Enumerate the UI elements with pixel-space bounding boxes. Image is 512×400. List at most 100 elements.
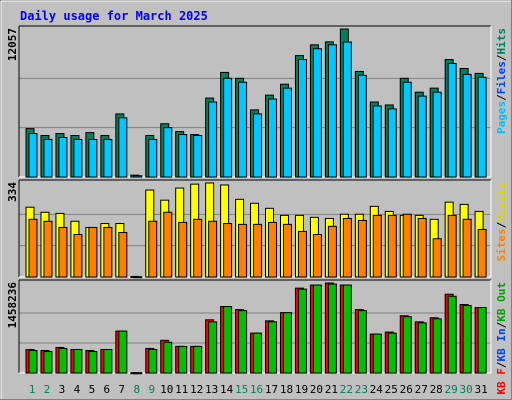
bar — [477, 228, 487, 278]
bar — [282, 223, 292, 278]
bar — [357, 310, 367, 374]
bar — [357, 219, 367, 278]
x-tick-label: 7 — [119, 383, 126, 396]
bar — [148, 220, 158, 278]
bar — [88, 226, 98, 278]
legend-entry: Hits — [495, 28, 508, 55]
x-tick-label: 31 — [474, 383, 487, 396]
bar — [312, 284, 322, 374]
bar — [193, 135, 203, 178]
bar — [402, 316, 412, 374]
bar — [253, 113, 263, 178]
bar — [58, 136, 68, 178]
bar — [372, 214, 382, 278]
bar — [43, 220, 53, 278]
bar — [73, 234, 83, 278]
bar — [477, 307, 487, 374]
y-tick-label: 334 — [6, 182, 19, 202]
bar — [387, 108, 397, 178]
x-tick-label: 26 — [400, 383, 413, 396]
bar — [268, 321, 278, 374]
bar — [312, 48, 322, 178]
bar — [432, 318, 442, 374]
x-tick-label: 4 — [74, 383, 81, 396]
x-tick-label: 1 — [29, 383, 36, 396]
bar — [178, 345, 188, 374]
legend-separator: / — [495, 221, 508, 228]
x-tick-label: 25 — [385, 383, 398, 396]
bar — [462, 218, 472, 278]
bar — [282, 87, 292, 178]
bar — [148, 138, 158, 178]
bar — [133, 276, 143, 279]
bar — [58, 347, 68, 374]
bar — [163, 341, 173, 374]
bar — [133, 175, 143, 178]
bar — [208, 321, 218, 374]
bar — [103, 138, 113, 178]
bar — [43, 138, 53, 178]
x-tick-label: 21 — [325, 383, 338, 396]
x-tick-label: 16 — [250, 383, 263, 396]
bar — [402, 81, 412, 178]
x-tick-label: 27 — [415, 383, 428, 396]
bar — [28, 133, 38, 178]
x-tick-label: 19 — [295, 383, 308, 396]
bar — [372, 333, 382, 374]
legend-entry: Sites — [495, 228, 508, 261]
bar — [238, 223, 248, 278]
bar — [462, 73, 472, 178]
bar — [28, 349, 38, 374]
bar — [282, 312, 292, 374]
bar — [88, 351, 98, 374]
bar — [447, 295, 457, 374]
bar — [178, 221, 188, 278]
bar — [417, 95, 427, 178]
bar — [253, 223, 263, 278]
legend-entry: KB Out — [495, 282, 508, 322]
legend: Sites/Visits — [495, 182, 508, 262]
bar — [372, 105, 382, 178]
legend-entry: Visits — [495, 182, 508, 222]
bar — [133, 372, 143, 375]
bar — [342, 217, 352, 278]
x-tick-label: 24 — [370, 383, 384, 396]
legend-separator: / — [495, 54, 508, 61]
x-tick-label: 28 — [430, 383, 443, 396]
bar — [253, 332, 263, 374]
legend-entry: Pages — [495, 101, 508, 134]
bar — [148, 348, 158, 374]
bar — [477, 76, 487, 178]
x-tick-label: 23 — [355, 383, 368, 396]
y-tick-label: 12057 — [6, 28, 19, 61]
bar — [118, 330, 128, 374]
legend-entry: KB In — [495, 328, 508, 361]
x-tick-label: 15 — [235, 383, 248, 396]
bar — [163, 127, 173, 178]
bar — [402, 213, 412, 278]
x-tick-label: 29 — [445, 383, 458, 396]
bar — [342, 284, 352, 374]
bar — [432, 91, 442, 178]
legend-entry: Files — [495, 61, 508, 94]
bar — [432, 238, 442, 278]
bar — [357, 74, 367, 178]
bar — [193, 218, 203, 278]
x-tick-label: 17 — [265, 383, 278, 396]
x-tick-label: 12 — [190, 383, 203, 396]
x-tick-label: 3 — [59, 383, 66, 396]
bar — [103, 226, 113, 278]
legend: Pages/Files/Hits — [495, 28, 508, 134]
bar — [417, 217, 427, 278]
bar — [58, 226, 68, 278]
bar — [268, 98, 278, 178]
bar — [103, 348, 113, 374]
bar — [118, 232, 128, 278]
bar — [462, 304, 472, 374]
x-tick-label: 13 — [205, 383, 218, 396]
bar — [387, 332, 397, 374]
x-tick-label: 9 — [148, 383, 155, 396]
x-tick-label: 6 — [104, 383, 111, 396]
bar — [238, 310, 248, 374]
